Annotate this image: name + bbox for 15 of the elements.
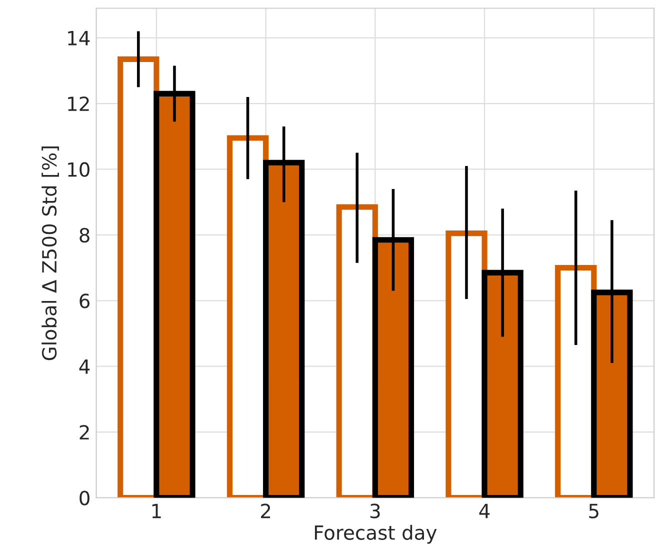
y-tick-label: 0 [80, 490, 90, 506]
y-tick-label: 14 [68, 31, 90, 46]
y-tick-label: 8 [80, 228, 90, 243]
x-tick-label: 3 [370, 504, 380, 518]
y-tick-label: 12 [68, 96, 89, 111]
y-tick-label: 6 [80, 294, 90, 308]
y-axis-title: Global Δ Z500 Std [%] [42, 146, 59, 360]
x-tick-label: 5 [589, 504, 598, 518]
x-tick-label: 2 [261, 504, 270, 518]
y-tick-label: 10 [68, 162, 90, 177]
y-tick-label: 2 [80, 425, 89, 440]
x-tick-label: 1 [152, 504, 161, 518]
y-tick-label: 4 [79, 360, 90, 374]
x-tick-label: 4 [479, 504, 490, 518]
x-axis-title: Forecast day [314, 524, 437, 544]
